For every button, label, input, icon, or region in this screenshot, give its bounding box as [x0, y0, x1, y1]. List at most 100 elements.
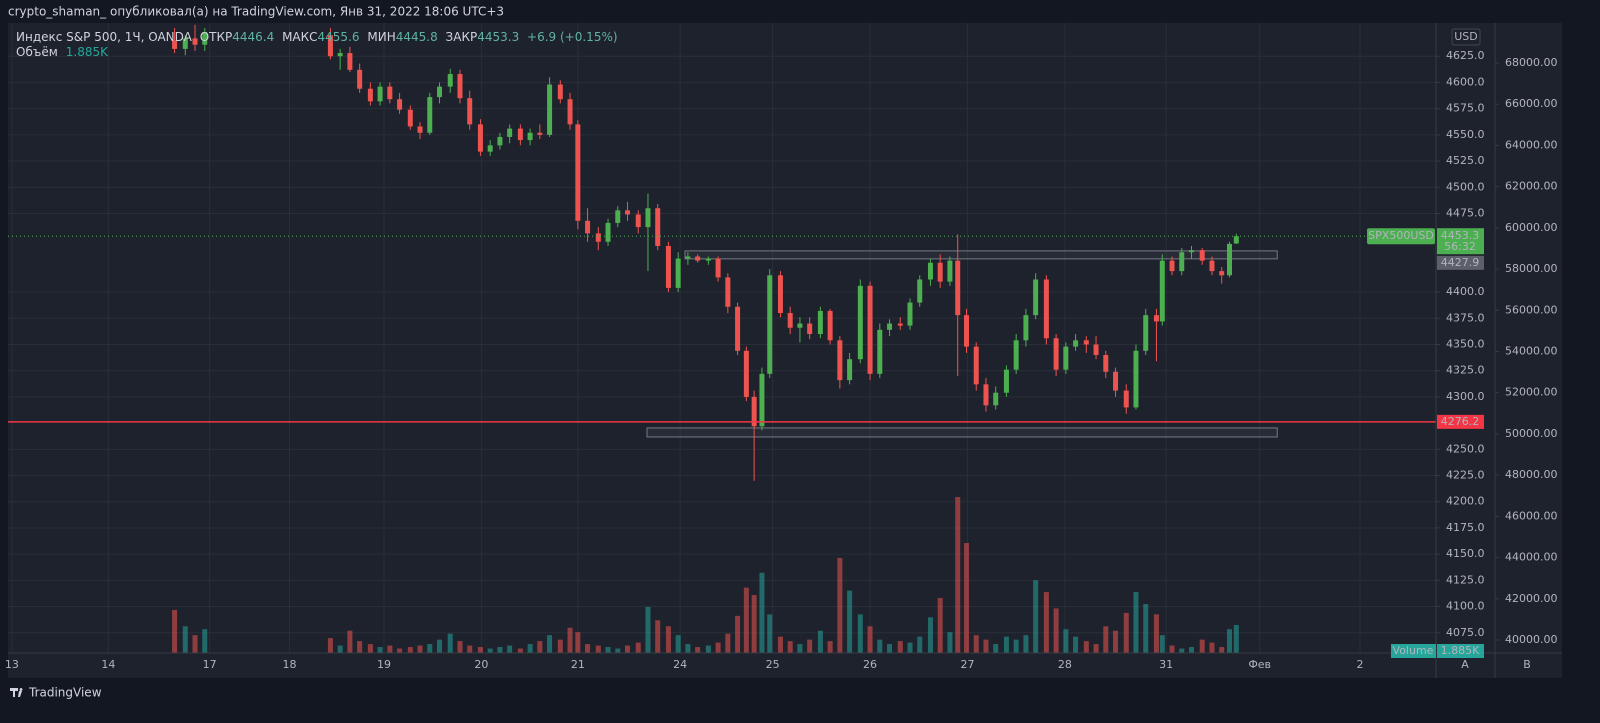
y2-tick-label: 68000.00: [1505, 56, 1558, 69]
candle-body: [327, 35, 333, 57]
horizontal-line-box: [1437, 414, 1484, 429]
candle-body: [973, 346, 979, 385]
volume-bar: [585, 644, 591, 653]
legend-change: +6.9 (+0.15%): [527, 30, 618, 44]
candle-body: [877, 329, 883, 374]
volume-bar: [735, 615, 741, 653]
volume-bar: [847, 590, 853, 653]
scale-label[interactable]: A: [1461, 658, 1469, 671]
candle-body: [1143, 315, 1149, 351]
volume-bar: [557, 639, 563, 653]
volume-bar: [759, 572, 765, 653]
volume-bar: [655, 620, 661, 653]
x-tick-label: 26: [863, 658, 877, 671]
candle-body: [625, 210, 631, 215]
candle-body: [1123, 390, 1129, 408]
candle-body: [777, 275, 783, 314]
candle-body: [1003, 369, 1009, 393]
volume-bar: [417, 645, 423, 653]
candle-body: [907, 302, 913, 326]
volume-tag: Volume: [1393, 644, 1434, 657]
candle-body: [1219, 271, 1225, 276]
y-tick-label: 4600.0: [1446, 75, 1485, 88]
brand-name: TradingView: [28, 686, 102, 700]
candle-body: [685, 256, 691, 259]
legend-close-label: ЗАКР: [446, 30, 478, 44]
volume-bar: [1209, 642, 1215, 653]
volume-bar: [357, 641, 363, 653]
candle-body: [847, 359, 853, 381]
y2-tick-label: 54000.00: [1505, 345, 1558, 358]
volume-bar: [567, 627, 573, 653]
y-tick-label: 4525.0: [1446, 154, 1485, 167]
y-tick-label: 4350.0: [1446, 337, 1485, 350]
volume-value-tag: 1.885K: [1441, 644, 1480, 657]
volume-bar: [685, 644, 691, 653]
x-tick-label: 25: [766, 658, 780, 671]
y2-tick-label: 40000.00: [1505, 633, 1558, 646]
candle-body: [397, 99, 403, 110]
y2-tick-label: 42000.00: [1505, 592, 1558, 605]
candle-body: [517, 128, 523, 141]
scale-label[interactable]: B: [1523, 658, 1531, 671]
volume-bar: [777, 636, 783, 653]
volume-bar: [1143, 603, 1149, 653]
candle-body: [635, 214, 641, 228]
x-tick-label: 21: [571, 658, 585, 671]
volume-bar: [715, 642, 721, 653]
volume-bar: [1226, 629, 1232, 653]
x-tick-label: 17: [203, 658, 217, 671]
volume-bar: [887, 644, 893, 653]
candle-body: [1189, 250, 1195, 253]
volume-bar: [1033, 580, 1039, 653]
y-tick-label: 4150.0: [1446, 547, 1485, 560]
y2-tick-label: 46000.00: [1505, 509, 1558, 522]
y-tick-label: 4075.0: [1446, 626, 1485, 639]
candle-body: [1083, 340, 1089, 345]
volume-bar: [897, 641, 903, 653]
candle-body: [817, 310, 823, 335]
candle-body: [417, 126, 423, 133]
volume-bar: [1063, 629, 1069, 653]
volume-bar: [507, 645, 513, 653]
candle-body: [1053, 338, 1059, 370]
brand-logo: [10, 688, 23, 697]
candle-body: [857, 285, 863, 360]
y-tick-label: 4625.0: [1446, 49, 1485, 62]
volume-bar: [1003, 636, 1009, 653]
volume-bar: [1083, 641, 1089, 653]
volume-bar: [477, 647, 483, 653]
candle-body: [1169, 260, 1175, 272]
currency-box[interactable]: [1451, 28, 1481, 46]
candle-body: [735, 306, 741, 351]
y2-tick-label: 60000.00: [1505, 221, 1558, 234]
legend-close: 4453.3: [477, 30, 519, 44]
candle-body: [887, 323, 893, 330]
candle-body: [575, 124, 581, 221]
y2-tick-label: 52000.00: [1505, 386, 1558, 399]
x-tick-label: Фев: [1248, 658, 1271, 671]
symbol-label-box: [1367, 228, 1435, 245]
candle-body: [1153, 315, 1159, 322]
volume-bar: [397, 648, 403, 653]
brand[interactable]: TradingView: [10, 686, 102, 700]
price-marker-box: [1437, 255, 1484, 270]
candle-body: [477, 124, 483, 152]
candle-body: [427, 97, 433, 133]
candle-body: [725, 277, 731, 307]
price-marker-label: 4427.9: [1441, 256, 1480, 269]
y-tick-label: 4400.0: [1446, 285, 1485, 298]
volume-bar: [635, 642, 641, 653]
zones: [646, 250, 1278, 438]
volume-bar: [457, 641, 463, 653]
candle-body: [743, 350, 749, 397]
last-price-box: [1437, 228, 1484, 255]
candle-body: [457, 74, 463, 99]
candle-body: [527, 132, 533, 141]
candle-body: [407, 109, 413, 127]
candle-body: [807, 323, 813, 335]
volume-bar: [537, 641, 543, 653]
candle-body: [1093, 344, 1099, 355]
candle-body: [751, 396, 757, 427]
